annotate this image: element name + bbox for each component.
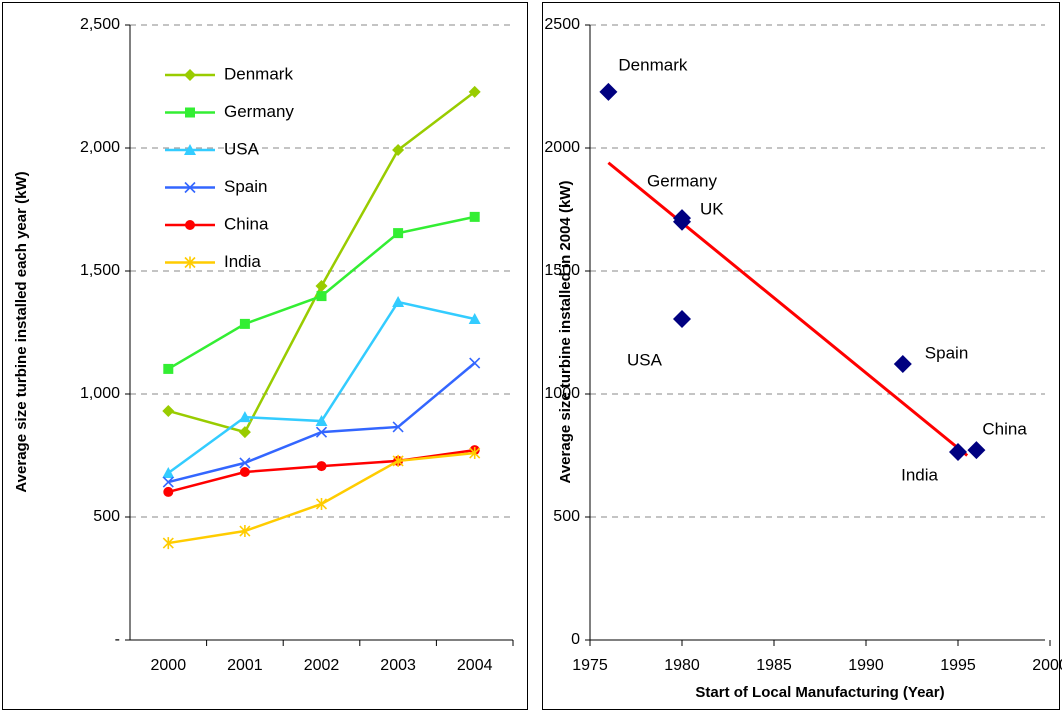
point [949, 443, 967, 462]
y-tick-label: 500 [553, 508, 580, 525]
legend-label: Denmark [224, 64, 293, 83]
y-tick-label: 2,000 [80, 139, 120, 156]
y-tick-label: 2500 [544, 16, 580, 33]
x-tick-label: 2000 [151, 657, 187, 674]
marker [316, 291, 327, 302]
marker [315, 415, 328, 427]
x-tick-label: 1990 [848, 657, 884, 674]
marker [184, 144, 196, 155]
point [673, 212, 691, 231]
legend-label: India [224, 252, 261, 271]
point-label: Germany [647, 172, 717, 191]
marker [185, 220, 195, 230]
y-tick-label: 2000 [544, 139, 580, 156]
marker [162, 537, 174, 550]
x-tick-label: 2003 [380, 657, 416, 674]
point-label: China [982, 420, 1027, 439]
marker [239, 466, 250, 477]
x-tick-label: 2002 [304, 657, 340, 674]
y-tick-label: 500 [93, 508, 120, 525]
point-label: Spain [925, 343, 968, 362]
legend-label: Spain [224, 177, 267, 196]
y-tick-label: 0 [571, 631, 580, 648]
marker [392, 143, 405, 156]
x-tick-label: 1975 [572, 657, 608, 674]
x-tick-label: 2004 [457, 657, 493, 674]
panel-frame [2, 2, 528, 710]
point [893, 354, 912, 373]
point-label: UK [700, 199, 724, 218]
y-tick-label: 2,500 [80, 16, 120, 33]
marker [392, 295, 405, 307]
marker [163, 363, 174, 374]
marker [392, 454, 404, 467]
x-tick-label: 1985 [756, 657, 792, 674]
y-axis-title: Average size turbine installed each year… [13, 171, 30, 492]
marker [469, 447, 481, 460]
marker [315, 497, 328, 510]
marker [393, 228, 404, 239]
point [599, 82, 618, 101]
marker [315, 280, 328, 293]
marker [469, 357, 481, 369]
x-tick-label: 1980 [664, 657, 700, 674]
trendline [607, 161, 969, 457]
marker [184, 69, 196, 81]
y-axis-title: Average size turbine installed in 2004 (… [557, 181, 574, 484]
x-tick-label: 2001 [227, 657, 263, 674]
y-tick-label: 1,000 [80, 385, 120, 402]
y-tick-label: 1500 [544, 262, 580, 279]
x-tick-label: 2000 [1032, 657, 1062, 674]
marker [162, 404, 175, 417]
marker [184, 256, 196, 269]
y-tick-label: - [115, 631, 120, 648]
marker [392, 421, 404, 433]
legend-label: China [224, 214, 269, 233]
point [673, 309, 691, 328]
point-label: Denmark [618, 55, 687, 74]
marker [469, 211, 480, 222]
marker [239, 525, 251, 538]
marker [315, 426, 328, 438]
marker [316, 461, 327, 472]
marker [239, 457, 251, 469]
marker [468, 312, 481, 324]
marker [468, 85, 481, 98]
x-tick-label: 1995 [940, 657, 976, 674]
legend-label: Germany [224, 102, 294, 121]
point-label: India [901, 466, 938, 485]
marker [163, 486, 174, 497]
y-tick-label: 1,500 [80, 262, 120, 279]
marker [239, 318, 250, 329]
y-tick-label: 1000 [544, 385, 580, 402]
series-line [167, 300, 475, 474]
panel-frame [542, 2, 1060, 710]
point [967, 441, 986, 460]
marker [162, 476, 174, 488]
x-axis-title: Start of Local Manufacturing (Year) [695, 684, 944, 701]
marker [238, 411, 251, 423]
point-label: USA [627, 350, 663, 369]
marker [185, 107, 195, 118]
marker [162, 466, 175, 478]
legend-label: USA [224, 139, 260, 158]
marker [184, 181, 196, 194]
marker [238, 426, 251, 439]
